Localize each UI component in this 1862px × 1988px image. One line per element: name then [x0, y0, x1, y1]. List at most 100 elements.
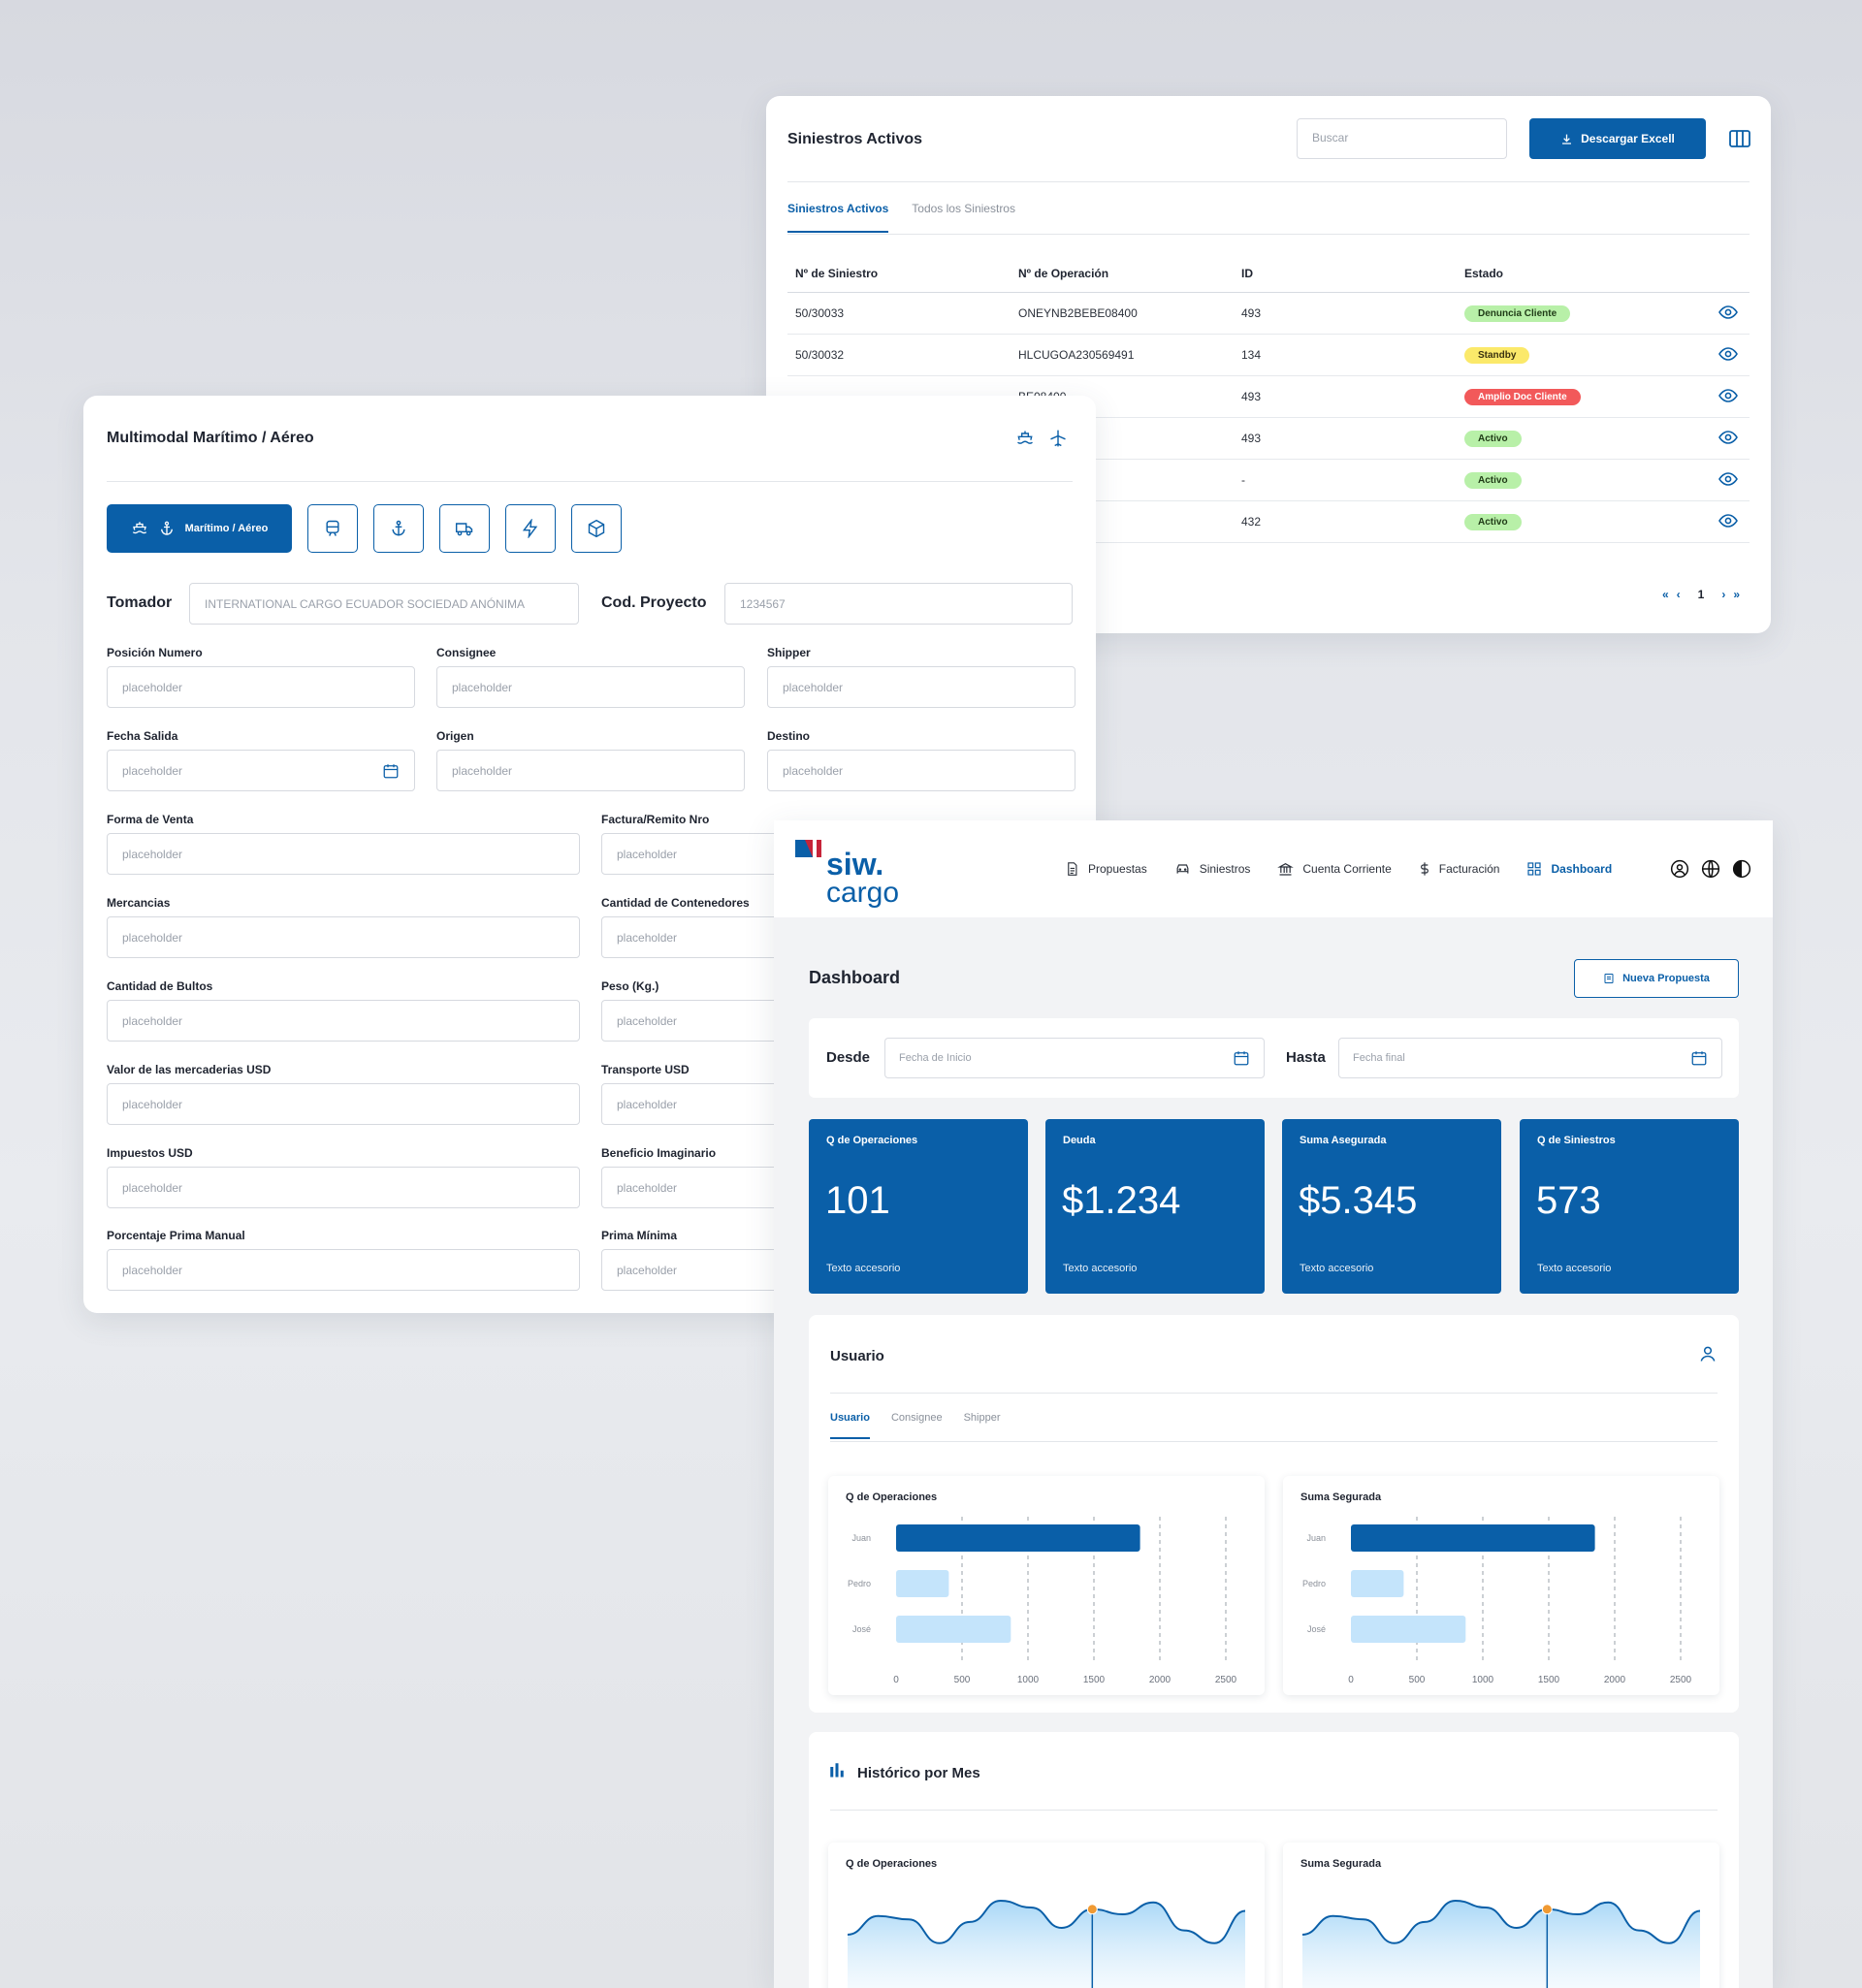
download-excel-button[interactable]: Descargar Excell	[1529, 118, 1706, 159]
eye-icon[interactable]	[1718, 471, 1738, 486]
user-icon[interactable]	[1698, 1344, 1718, 1363]
y-category-label: Pedro	[1302, 1579, 1326, 1588]
x-tick-label: 2000	[1604, 1675, 1626, 1685]
factura-label: Factura/Remito Nro	[601, 813, 710, 826]
search-input[interactable]: Buscar	[1297, 118, 1507, 159]
ship-icon[interactable]	[1015, 429, 1035, 448]
globe-icon[interactable]	[1701, 859, 1720, 879]
first-page-button[interactable]: «	[1661, 588, 1669, 601]
calendar-icon[interactable]	[1233, 1049, 1250, 1067]
download-label: Descargar Excell	[1581, 132, 1675, 145]
user-account-icon[interactable]	[1670, 859, 1689, 879]
mode-package-button[interactable]	[571, 504, 622, 553]
nav-cuenta-corriente[interactable]: Cuenta Corriente	[1277, 861, 1392, 877]
proyecto-input[interactable]: 1234567	[724, 583, 1073, 625]
nav-facturacion[interactable]: Facturación	[1419, 861, 1499, 877]
kpi-value: $5.345	[1299, 1179, 1418, 1222]
calendar-icon[interactable]	[382, 762, 400, 780]
x-tick-label: 500	[1409, 1675, 1426, 1685]
nav-label: Siniestros	[1199, 862, 1251, 876]
tab-todos-siniestros[interactable]: Todos los Siniestros	[912, 202, 1015, 215]
kpi-note: Texto accesorio	[826, 1263, 901, 1274]
bar-chart-operaciones: 0 500 1000 1500 2000 2500 Juan Pedro José	[848, 1517, 1237, 1685]
valor-input[interactable]: placeholder	[107, 1083, 580, 1125]
siniestro-cell: 50/30032	[787, 334, 1011, 376]
consignee-input[interactable]: placeholder	[436, 666, 745, 708]
tab-usuario[interactable]: Usuario	[830, 1412, 870, 1439]
desde-input[interactable]: Fecha de Inicio	[884, 1038, 1265, 1078]
bar[interactable]	[1351, 1524, 1595, 1552]
bultos-input[interactable]: placeholder	[107, 1000, 580, 1042]
next-page-button[interactable]: ›	[1721, 588, 1726, 601]
bar[interactable]	[1351, 1570, 1404, 1597]
forma-venta-input[interactable]: placeholder	[107, 833, 580, 875]
x-tick-label: 2000	[1149, 1675, 1172, 1685]
eye-icon[interactable]	[1718, 346, 1738, 361]
mode-anchor-button[interactable]	[373, 504, 424, 553]
tab-shipper[interactable]: Shipper	[963, 1412, 1001, 1424]
kpi-card-suma-asegurada[interactable]: Suma Asegurada $5.345 Texto accesorio	[1282, 1119, 1501, 1294]
destino-input[interactable]: placeholder	[767, 750, 1075, 791]
kpi-card-operaciones[interactable]: Q de Operaciones 101 Texto accesorio	[809, 1119, 1028, 1294]
page-number[interactable]: 1	[1697, 588, 1705, 601]
porcentaje-input[interactable]: placeholder	[107, 1249, 580, 1291]
mode-truck-button[interactable]	[439, 504, 490, 553]
plane-icon[interactable]	[1048, 429, 1068, 448]
nav-dashboard[interactable]: Dashboard	[1526, 861, 1612, 877]
nav-siniestros[interactable]: Siniestros	[1174, 861, 1251, 877]
x-tick-label: 2500	[1215, 1675, 1237, 1685]
posicion-input[interactable]: placeholder	[107, 666, 415, 708]
eye-icon[interactable]	[1718, 388, 1738, 402]
status-badge: Amplio Doc Cliente	[1464, 388, 1581, 405]
shipper-input[interactable]: placeholder	[767, 666, 1075, 708]
fecha-salida-input[interactable]: placeholder	[107, 750, 415, 791]
prev-page-button[interactable]: ‹	[1676, 588, 1681, 601]
impuestos-input[interactable]: placeholder	[107, 1167, 580, 1208]
document-icon	[1068, 862, 1077, 876]
bar[interactable]	[896, 1570, 949, 1597]
tab-consignee[interactable]: Consignee	[890, 1412, 943, 1424]
logo-top: siw.	[826, 847, 883, 882]
nueva-propuesta-button[interactable]: Nueva Propuesta	[1574, 959, 1739, 998]
lightning-icon	[522, 519, 538, 538]
logo-bottom: cargo	[826, 877, 899, 908]
kpi-card-deuda[interactable]: Deuda $1.234 Texto accesorio	[1045, 1119, 1265, 1294]
nav-propuestas[interactable]: Propuestas	[1065, 861, 1147, 877]
mode-maritimo-aereo-button[interactable]: Marítimo / Aéreo	[107, 504, 292, 553]
bar[interactable]	[896, 1524, 1140, 1552]
eye-icon[interactable]	[1718, 305, 1738, 319]
bar-chart-suma-segurada: 0 500 1000 1500 2000 2500 Juan Pedro José	[1302, 1517, 1692, 1685]
status-badge: Standby	[1464, 346, 1530, 364]
columns-icon[interactable]	[1728, 128, 1751, 149]
eye-icon[interactable]	[1718, 513, 1738, 528]
bar[interactable]	[896, 1616, 1011, 1643]
id-cell: 493	[1234, 417, 1457, 460]
highlight-point[interactable]	[1086, 1904, 1098, 1915]
kpi-card-siniestros[interactable]: Q de Siniestros 573 Texto accesorio	[1520, 1119, 1739, 1294]
origen-input[interactable]: placeholder	[436, 750, 745, 791]
last-page-button[interactable]: »	[1733, 588, 1740, 601]
calendar-icon[interactable]	[1690, 1049, 1708, 1067]
fecha-salida-label: Fecha Salida	[107, 729, 178, 743]
x-tick-label: 2500	[1670, 1675, 1692, 1685]
table-row[interactable]: 50/30033 ONEYNB2BEBE08400 493 Denuncia C…	[787, 292, 1750, 335]
tab-siniestros-activos[interactable]: Siniestros Activos	[787, 202, 889, 233]
table-row[interactable]: 50/30032 HLCUGOA230569491 134 Standby	[787, 334, 1750, 376]
bank-icon	[1277, 862, 1295, 876]
id-cell: -	[1234, 459, 1457, 501]
mode-lightning-button[interactable]	[505, 504, 556, 553]
siw-cargo-logo[interactable]: siw. cargo	[795, 834, 921, 908]
highlight-point[interactable]	[1541, 1904, 1553, 1915]
bar[interactable]	[1351, 1616, 1466, 1643]
contrast-icon[interactable]	[1732, 859, 1751, 879]
area-chart-suma-segurada	[1301, 1899, 1701, 1988]
hasta-input[interactable]: Fecha final	[1338, 1038, 1722, 1078]
destino-label: Destino	[767, 729, 811, 743]
tomador-label: Tomador	[107, 594, 173, 611]
x-tick-label: 1500	[1083, 1675, 1106, 1685]
eye-icon[interactable]	[1718, 430, 1738, 444]
tomador-input[interactable]: INTERNATIONAL CARGO ECUADOR SOCIEDAD ANÓ…	[189, 583, 579, 625]
car-icon	[1176, 864, 1189, 874]
mode-train-button[interactable]	[307, 504, 358, 553]
mercancias-input[interactable]: placeholder	[107, 916, 580, 958]
